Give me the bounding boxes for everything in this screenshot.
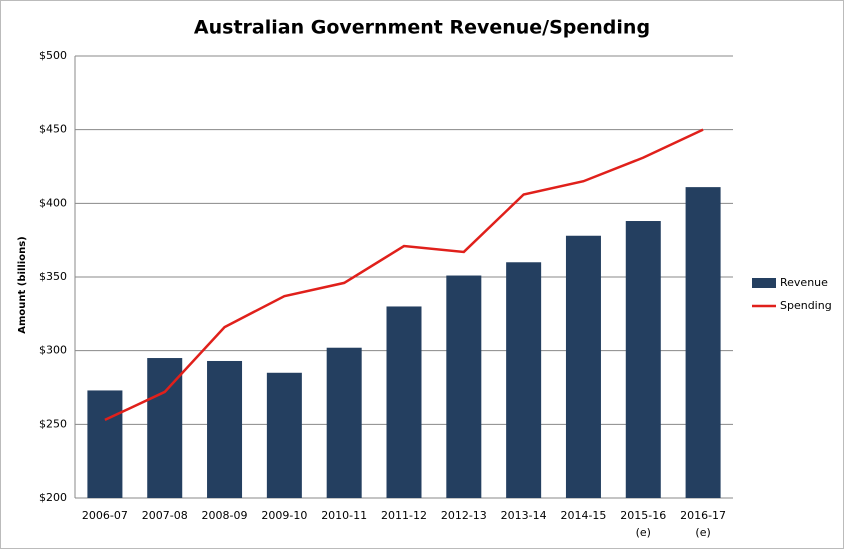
bar — [266, 372, 302, 498]
legend-label: Revenue — [780, 276, 828, 289]
y-tick-label: $200 — [39, 491, 67, 504]
y-tick-label: $250 — [39, 417, 67, 430]
x-tick-label: 2015-16 (e) — [620, 509, 666, 539]
bar — [625, 221, 661, 498]
y-axis-label: Amount (billions) — [17, 236, 28, 333]
x-tick-label: 2014-15 — [560, 509, 606, 522]
legend-label: Spending — [780, 299, 832, 312]
x-tick-label: 2006-07 — [82, 509, 128, 522]
y-tick-label: $350 — [39, 270, 67, 283]
x-tick-label: 2008-09 — [202, 509, 248, 522]
bar — [506, 262, 542, 498]
x-tick-label: 2012-13 — [441, 509, 487, 522]
y-tick-label: $450 — [39, 123, 67, 136]
x-tick-label: 2016-17 (e) — [680, 509, 726, 539]
bar — [446, 275, 482, 498]
x-tick-label: 2010-11 — [321, 509, 367, 522]
bar — [87, 390, 123, 498]
x-tick-label: 2011-12 — [381, 509, 427, 522]
x-tick-label: 2013-14 — [501, 509, 547, 522]
bar — [326, 347, 362, 498]
y-tick-label: $500 — [39, 49, 67, 62]
y-tick-label: $300 — [39, 344, 67, 357]
bar — [685, 187, 721, 499]
legend-swatch — [752, 278, 776, 288]
line — [104, 128, 704, 422]
bar — [207, 360, 243, 498]
y-tick-label: $400 — [39, 196, 67, 209]
x-tick-label: 2007-08 — [142, 509, 188, 522]
bar — [565, 235, 601, 498]
x-tick-label: 2009-10 — [261, 509, 307, 522]
chart-title: Australian Government Revenue/Spending — [194, 17, 650, 39]
bar — [147, 358, 183, 498]
bar — [386, 306, 422, 498]
